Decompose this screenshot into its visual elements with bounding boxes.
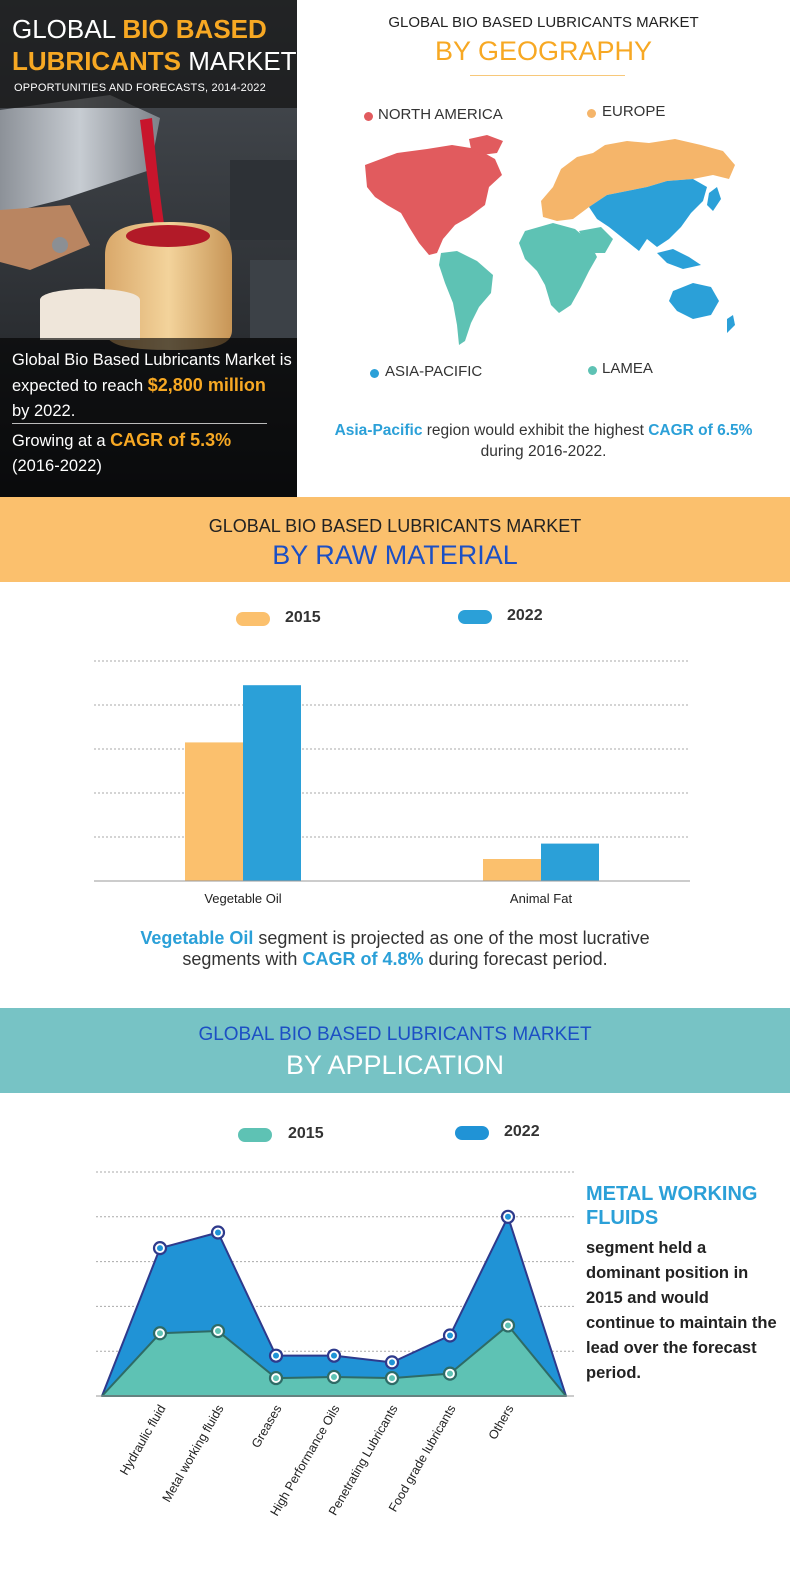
app-x-label-greases: Greases bbox=[249, 1403, 285, 1451]
hero-divider bbox=[12, 423, 267, 424]
region-north-america bbox=[365, 145, 502, 255]
legend-dot-lamea bbox=[588, 366, 597, 375]
app-legend-chip-2015 bbox=[238, 1128, 272, 1142]
hero-subtitle: OPPORTUNITIES AND FORECASTS, 2014-2022 bbox=[14, 82, 266, 94]
app-legend-label-2015: 2015 bbox=[288, 1125, 324, 1142]
hero-title-line2: LUBRICANTS MARKET bbox=[12, 46, 297, 76]
raw-legend-label-2022: 2022 bbox=[507, 607, 543, 624]
legend-label-north-america: NORTH AMERICA bbox=[378, 106, 503, 123]
point-core-penetrating-lubricants-2015 bbox=[389, 1375, 395, 1382]
point-core-food-grade-lubricants-2022 bbox=[447, 1332, 453, 1339]
point-core-penetrating-lubricants-2022 bbox=[389, 1359, 395, 1366]
region-australia bbox=[669, 283, 719, 319]
region-africa bbox=[519, 223, 597, 313]
app-x-label-food-grade-lubricants: Food grade lubricants bbox=[386, 1403, 459, 1515]
point-core-others-2022 bbox=[505, 1213, 511, 1220]
hero-title-band bbox=[0, 0, 297, 108]
legend-label-lamea: LAMEA bbox=[602, 360, 653, 377]
geography-title-rule bbox=[470, 75, 625, 76]
raw-material-header bbox=[0, 497, 790, 582]
raw-x-label-vegetable-oil: Vegetable Oil bbox=[204, 891, 281, 906]
region-middle-east bbox=[579, 227, 613, 253]
app-legend-chip-2022 bbox=[455, 1126, 489, 1140]
legend-dot-north-america bbox=[364, 112, 373, 121]
application-side-heading: METAL WORKING FLUIDS bbox=[586, 1183, 758, 1229]
bar-vegetable-oil-2015 bbox=[185, 742, 243, 881]
point-core-high-performance-oils-2015 bbox=[331, 1373, 337, 1380]
raw-material-pre-title: GLOBAL BIO BASED LUBRICANTS MARKET bbox=[208, 516, 582, 536]
hero-title-line1: GLOBAL BIO BASED bbox=[12, 14, 267, 44]
application-header bbox=[0, 1008, 790, 1093]
application-title: BY APPLICATION bbox=[285, 1050, 505, 1080]
world-map bbox=[365, 135, 735, 345]
raw-legend-chip-2022 bbox=[458, 610, 492, 624]
geography-note: Asia-Pacific region would exhibit the hi… bbox=[334, 422, 753, 460]
legend-label-europe: EUROPE bbox=[602, 103, 666, 120]
legend-dot-asia-pacific bbox=[370, 369, 379, 378]
app-x-label-others: Others bbox=[486, 1403, 517, 1442]
application-pre-title: GLOBAL BIO BASED LUBRICANTS MARKET bbox=[198, 1024, 592, 1045]
bar-animal-fat-2022 bbox=[541, 843, 599, 881]
hero-reach-text: Global Bio Based Lubricants Market is ex… bbox=[12, 351, 292, 420]
application-side-body: segment held a dominant position in 2015… bbox=[586, 1239, 777, 1382]
app-x-label-metal-working-fluids: Metal working fluids bbox=[160, 1403, 227, 1505]
point-core-metal-working-fluids-2022 bbox=[215, 1229, 221, 1236]
raw-x-label-animal-fat: Animal Fat bbox=[510, 891, 573, 906]
point-core-hydraulic-fluid-2015 bbox=[157, 1330, 163, 1337]
region-south-america bbox=[439, 251, 493, 345]
point-core-greases-2022 bbox=[273, 1352, 279, 1359]
point-core-high-performance-oils-2022 bbox=[331, 1352, 337, 1359]
raw-material-note: Vegetable Oil segment is projected as on… bbox=[140, 928, 650, 969]
region-japan bbox=[707, 187, 721, 211]
region-asia-pacific bbox=[589, 179, 707, 251]
geography-title: BY GEOGRAPHY bbox=[434, 36, 653, 66]
raw-material-bar-chart: Vegetable Oil Animal Fat bbox=[94, 660, 690, 906]
point-core-metal-working-fluids-2015 bbox=[215, 1328, 221, 1335]
app-x-label-hydraulic-fluid: Hydraulic fluid bbox=[117, 1402, 168, 1477]
region-greenland bbox=[469, 135, 503, 155]
raw-material-title: BY RAW MATERIAL bbox=[272, 540, 518, 570]
region-new-zealand bbox=[727, 315, 735, 333]
region-southeast-asia bbox=[657, 249, 701, 269]
hero-cagr-text: Growing at a CAGR of 5.3% (2016-2022) bbox=[12, 430, 232, 475]
legend-dot-europe bbox=[587, 109, 596, 118]
point-core-others-2015 bbox=[505, 1322, 511, 1329]
raw-legend-label-2015: 2015 bbox=[285, 609, 321, 626]
point-core-hydraulic-fluid-2022 bbox=[157, 1245, 163, 1252]
bar-animal-fat-2015 bbox=[483, 859, 541, 881]
hero-info-box: Global Bio Based Lubricants Market is ex… bbox=[0, 338, 297, 497]
region-europe bbox=[541, 139, 735, 221]
point-core-greases-2015 bbox=[273, 1375, 279, 1382]
app-legend-label-2022: 2022 bbox=[504, 1123, 540, 1140]
legend-label-asia-pacific: ASIA-PACIFIC bbox=[385, 363, 483, 380]
bar-vegetable-oil-2022 bbox=[243, 685, 301, 881]
point-core-food-grade-lubricants-2015 bbox=[447, 1370, 453, 1377]
raw-legend-chip-2015 bbox=[236, 612, 270, 626]
geography-pre-title: GLOBAL BIO BASED LUBRICANTS MARKET bbox=[388, 14, 699, 31]
hero-panel: GLOBAL BIO BASED LUBRICANTS MARKET OPPOR… bbox=[0, 0, 297, 497]
